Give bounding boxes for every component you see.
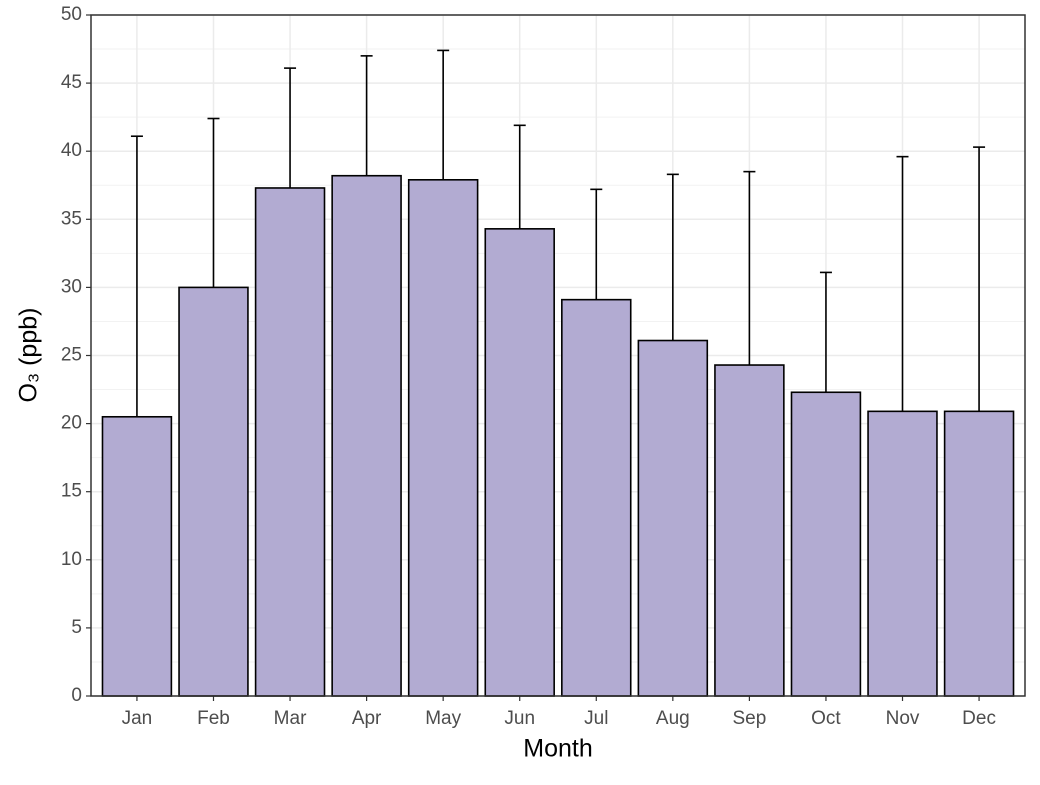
- x-axis-title: Month: [523, 735, 592, 763]
- y-tick-label: 50: [61, 4, 82, 25]
- bar: [943, 410, 1015, 697]
- y-tick-label: 40: [61, 140, 82, 161]
- x-tick-label: Nov: [886, 708, 920, 729]
- bar: [484, 228, 555, 697]
- bar: [178, 286, 249, 697]
- x-tick-label: Sep: [732, 708, 766, 729]
- y-tick-label: 5: [71, 617, 82, 638]
- x-tick-label: Mar: [274, 708, 307, 729]
- bar: [407, 179, 479, 697]
- x-tick-label: Oct: [811, 708, 841, 729]
- bar: [637, 339, 709, 697]
- bar: [561, 298, 632, 697]
- x-tick-label: Dec: [962, 708, 996, 729]
- x-tick-label: Jan: [122, 708, 153, 729]
- bar: [101, 415, 173, 697]
- bar: [867, 410, 938, 697]
- bar: [331, 174, 402, 697]
- x-tick-label: Jun: [504, 708, 535, 729]
- x-tick-label: May: [425, 708, 461, 729]
- y-tick-label: 30: [61, 276, 82, 297]
- plot-border: [90, 14, 1026, 697]
- y-tick-label: 0: [71, 685, 82, 706]
- y-tick-label: 15: [61, 481, 82, 502]
- y-tick-label: 35: [61, 208, 82, 229]
- y-axis-title: O₃ (ppb): [15, 308, 43, 403]
- y-tick-label: 10: [61, 549, 82, 570]
- x-tick-label: Apr: [352, 708, 382, 729]
- bar: [254, 187, 326, 697]
- bar: [714, 364, 785, 697]
- bar: [790, 391, 862, 697]
- y-tick-label: 25: [61, 345, 82, 366]
- x-tick-label: Feb: [197, 708, 230, 729]
- y-tick-label: 45: [61, 72, 82, 93]
- x-tick-label: Aug: [656, 708, 690, 729]
- x-tick-label: Jul: [584, 708, 608, 729]
- y-tick-label: 20: [61, 413, 82, 434]
